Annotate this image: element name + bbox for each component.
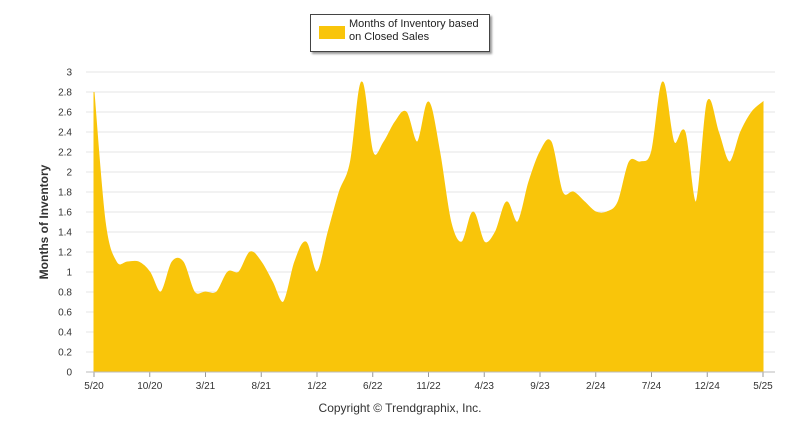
x-tick-label: 2/24 (586, 381, 606, 392)
x-tick-label: 5/25 (753, 381, 773, 392)
x-tick-label: 12/24 (695, 381, 720, 392)
y-axis-label: Months of Inventory (37, 164, 51, 280)
x-tick-label: 3/21 (196, 381, 216, 392)
y-tick-label: 0.2 (58, 348, 72, 359)
y-tick-label: 2.8 (58, 88, 72, 99)
y-axis-ticks: 0 0.2 0.4 0.6 0.8 1 1.2 1.4 1.6 1.8 2 2.2 2.4 2.6 2.8 3 (58, 68, 72, 379)
y-tick-label: 2.6 (58, 108, 72, 119)
x-tick-label: 10/20 (137, 381, 162, 392)
y-tick-label: 1 (66, 268, 72, 279)
y-tick-label: 0 (66, 368, 72, 379)
legend-swatch (319, 26, 345, 39)
x-tick-label: 7/24 (642, 381, 662, 392)
y-tick-label: 3 (66, 68, 72, 79)
x-tick-label: 11/22 (416, 381, 441, 392)
x-tick-label: 1/22 (307, 381, 327, 392)
x-tick-label: 6/22 (363, 381, 383, 392)
legend-label: Months of Inventory based on Closed Sale… (349, 18, 479, 43)
y-tick-label: 0.8 (58, 288, 72, 299)
copyright-text: Copyright © Trendgraphix, Inc. (318, 401, 482, 415)
x-tick-label: 4/23 (475, 381, 495, 392)
y-tick-label: 1.2 (58, 248, 72, 259)
y-tick-label: 1.4 (58, 228, 72, 239)
area-series-months-of-inventory (93, 81, 764, 373)
y-tick-label: 1.8 (58, 188, 72, 199)
y-tick-label: 1.6 (58, 208, 72, 219)
y-tick-label: 0.6 (58, 308, 72, 319)
y-tick-label: 2.4 (58, 128, 72, 139)
x-axis-ticks: 5/20 10/20 3/21 8/21 1/22 6/22 11/22 4/23 9/23 2/… (84, 372, 773, 392)
x-tick-label: 5/20 (84, 381, 104, 392)
x-tick-label: 8/21 (252, 381, 272, 392)
y-tick-label: 2 (66, 168, 72, 179)
legend[interactable]: Months of Inventory based on Closed Sale… (310, 14, 490, 52)
x-tick-label: 9/23 (530, 381, 550, 392)
y-tick-label: 2.2 (58, 148, 72, 159)
y-tick-label: 0.4 (58, 328, 72, 339)
